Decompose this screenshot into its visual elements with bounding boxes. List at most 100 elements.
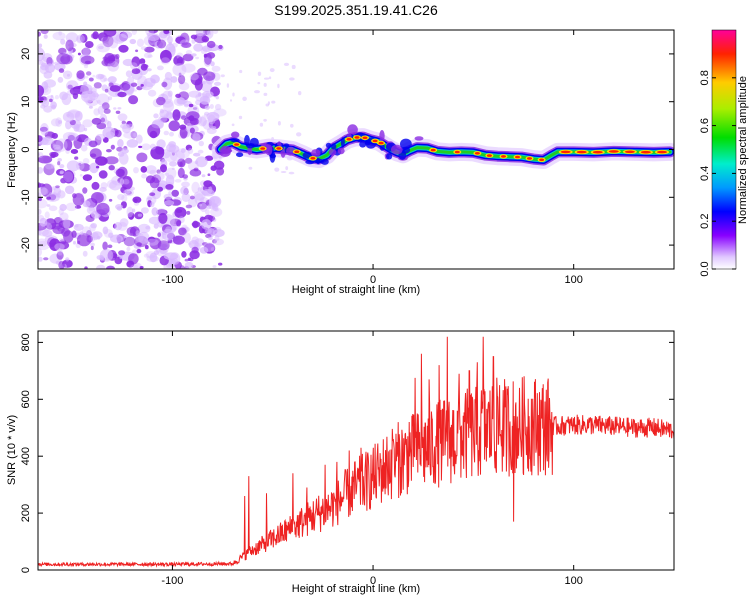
noise-blob	[53, 61, 60, 65]
noise-blob	[38, 240, 50, 251]
noise-blob	[128, 95, 139, 105]
noise-blob	[207, 215, 216, 221]
noise-blob	[122, 178, 130, 185]
noise-blob	[140, 166, 148, 173]
figure-title: S199.2025.351.19.41.C26	[274, 2, 438, 18]
noise-blob	[298, 91, 302, 96]
noise-blob	[136, 242, 142, 247]
noise-blob	[82, 46, 90, 56]
noise-blob	[97, 74, 105, 79]
noise-blob	[76, 36, 83, 44]
hot-spot-core	[592, 150, 603, 154]
noise-blob	[58, 68, 65, 73]
noise-blob	[51, 164, 55, 169]
noise-blob	[138, 231, 150, 244]
noise-blob	[99, 187, 107, 192]
noise-blob	[93, 82, 102, 89]
noise-blob	[138, 145, 143, 149]
x-tick-label: -100	[161, 274, 183, 286]
noise-blob	[74, 224, 79, 228]
noise-blob	[135, 49, 139, 53]
noise-blob	[149, 177, 160, 189]
noise-blob	[89, 148, 102, 160]
noise-blob	[242, 96, 247, 102]
noise-blob	[181, 115, 187, 120]
noise-blob	[50, 118, 61, 127]
noise-blob	[54, 95, 60, 100]
noise-blob	[182, 53, 194, 62]
track-lump	[305, 160, 315, 165]
noise-blob	[159, 109, 170, 118]
noise-blob	[248, 166, 253, 170]
hot-spot-core	[362, 136, 368, 140]
noise-blob	[59, 170, 65, 174]
noise-blob	[41, 99, 50, 107]
noise-blob	[176, 57, 185, 66]
noise-blob	[61, 93, 72, 106]
noise-blob	[105, 131, 115, 138]
noise-blob	[136, 85, 143, 91]
noise-blob	[195, 56, 200, 60]
x-tick-label: -100	[161, 575, 183, 587]
noise-blob	[174, 179, 182, 183]
noise-blob	[136, 38, 144, 47]
noise-blob	[185, 144, 193, 151]
noise-blob	[80, 55, 95, 65]
spectrogram-y-axis-label: Frequency (Hz)	[6, 112, 18, 188]
noise-blob	[81, 90, 96, 103]
noise-blob	[269, 68, 275, 73]
noise-blob	[109, 180, 122, 191]
spectrogram-x-ticks: -100 0 100	[161, 30, 583, 286]
hot-spot-core	[539, 158, 545, 162]
noise-blob	[82, 200, 91, 208]
noise-blob	[98, 170, 108, 179]
noise-blob	[86, 230, 92, 238]
noise-blob	[149, 201, 155, 208]
noise-blob	[59, 203, 67, 212]
noise-blob	[202, 119, 213, 130]
noise-blob	[95, 165, 100, 169]
hot-spot-core	[657, 150, 667, 154]
noise-blob	[43, 79, 57, 88]
noise-blob	[119, 254, 123, 259]
noise-blob	[197, 149, 204, 154]
noise-blob	[213, 160, 225, 170]
noise-blob	[74, 205, 82, 209]
noise-blob	[199, 197, 209, 203]
noise-blob	[145, 165, 157, 174]
noise-blob	[181, 193, 191, 202]
noise-blob	[181, 251, 187, 258]
noise-blob	[76, 34, 85, 43]
noise-blob	[133, 132, 138, 138]
snr-plot-area	[38, 336, 674, 568]
noise-blob	[127, 212, 135, 220]
noise-blob	[232, 92, 235, 97]
hot-spot-core	[346, 138, 352, 141]
track-lump	[286, 146, 296, 156]
noise-blob	[136, 134, 143, 144]
noise-blob	[151, 207, 159, 216]
track-lump	[337, 147, 345, 155]
noise-blob	[283, 62, 290, 66]
track-lump	[414, 136, 424, 141]
noise-blob	[189, 195, 195, 200]
noise-blob	[38, 155, 53, 164]
noise-blob	[151, 120, 164, 129]
noise-blob	[188, 90, 202, 98]
noise-blob	[263, 92, 268, 96]
noise-blob	[188, 103, 194, 108]
noise-blob	[203, 242, 215, 252]
noise-blob	[126, 139, 138, 148]
noise-blob	[67, 134, 75, 141]
noise-blob	[161, 93, 165, 97]
track-lump	[391, 144, 403, 155]
noise-blob	[104, 53, 116, 64]
track-lump	[244, 134, 250, 147]
noise-blob	[54, 243, 65, 251]
noise-blob	[126, 246, 131, 252]
x-tick-label: 100	[565, 575, 583, 587]
noise-blob	[133, 198, 138, 203]
noise-blob	[165, 167, 177, 180]
snr-y-axis-label: SNR (10 * v/v)	[6, 415, 18, 485]
noise-blob	[191, 181, 200, 194]
